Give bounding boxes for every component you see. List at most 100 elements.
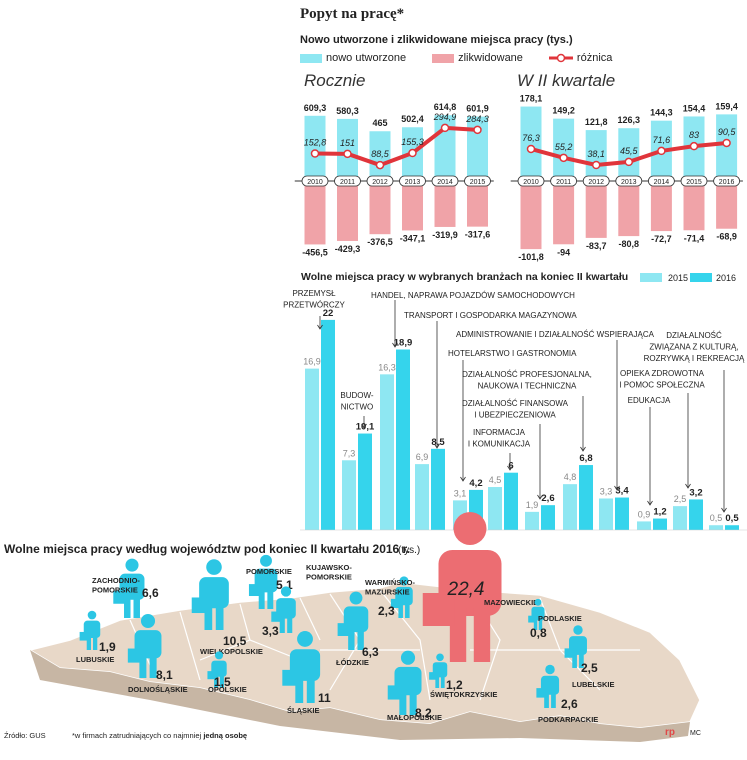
map-edge-shadow (30, 650, 690, 742)
data-label-liquidated: -68,9 (716, 232, 737, 242)
data-label-2015: 0,9 (638, 509, 651, 519)
difference-label: 38,1 (587, 149, 605, 159)
briefcase (429, 672, 437, 680)
person-leg (295, 677, 304, 703)
person-icon (337, 591, 369, 650)
x-tick-label: 2014 (654, 179, 670, 186)
region-name-label: ŚLĄSKIE (287, 706, 320, 715)
person-leg (306, 677, 315, 703)
category-label: NICTWO (341, 403, 373, 412)
year-pill (517, 175, 545, 187)
year-pill (464, 175, 491, 187)
leader-arrow (580, 446, 586, 452)
bar-liquidated (585, 186, 607, 238)
leader-arrow (434, 443, 440, 449)
person-icon (79, 610, 101, 650)
year-pill (713, 175, 740, 187)
data-label-2016: 18,9 (394, 338, 413, 349)
person-leg (544, 692, 549, 708)
category-label: EDUKACJA (628, 396, 671, 405)
legend-label-2015: 2015 (668, 273, 688, 283)
category-label: I UBEZPIECZENIOWA (474, 411, 556, 420)
data-label-created: 154,4 (683, 103, 706, 113)
data-label-2016: 0,5 (725, 513, 739, 524)
data-label-created: 178,1 (520, 94, 543, 104)
person-leg (124, 596, 131, 618)
data-label-2015: 16,3 (378, 362, 396, 372)
person-head (349, 591, 363, 605)
data-label-2016: 2,6 (541, 493, 554, 504)
person-icon (564, 625, 587, 668)
bar-liquidated (683, 186, 705, 231)
data-label-created: 465 (372, 118, 387, 128)
person-icon (191, 559, 229, 630)
region-value-label: 1,2 (446, 678, 463, 692)
bar-liquidated (467, 186, 488, 227)
data-label-liquidated: -429,3 (335, 244, 361, 254)
region-name-label: MAZOWIECKIE (484, 598, 538, 607)
page-title: Popyt na pracę* (300, 6, 405, 22)
region-name-label: ŁÓDZKIE (336, 658, 369, 667)
briefcase (207, 671, 216, 680)
legend-label-2016: 2016 (716, 273, 736, 283)
person-icon (387, 650, 422, 715)
person-leg (279, 616, 285, 633)
person-leg (86, 635, 92, 650)
person-body (119, 573, 145, 600)
briefcase (79, 631, 88, 641)
data-label-created: 159,4 (715, 101, 738, 111)
data-label-2016: 3,2 (689, 487, 702, 498)
data-label-created: 601,9 (466, 104, 489, 114)
difference-point (689, 141, 699, 151)
difference-label: 55,2 (555, 142, 573, 152)
region-name-label: PODLASKIE (538, 614, 582, 623)
briefcase (337, 623, 350, 636)
person-leg (139, 654, 147, 678)
bar-2015 (525, 511, 539, 530)
data-label-2015: 4,8 (564, 472, 577, 482)
bar-2015 (637, 521, 651, 530)
data-label-created: 614,8 (434, 102, 457, 112)
category-label: HANDEL, NAPRAWA POJAZDÓW SAMOCHODOWYCH (371, 291, 575, 300)
sector-chart-title: Wolne miejsca pracy w wybranych branżach… (301, 271, 628, 283)
data-label-2016: 4,2 (469, 478, 482, 489)
difference-label: 155,3 (401, 137, 424, 147)
category-label: INFORMACJA (473, 428, 526, 437)
data-label-liquidated: -83,7 (586, 241, 607, 251)
bar-2016 (504, 472, 518, 530)
difference-line (314, 125, 478, 168)
person-leg (348, 628, 355, 650)
difference-label: 45,5 (620, 146, 639, 156)
region-name-label: LUBELSKIE (572, 680, 615, 689)
person-head (87, 610, 97, 620)
data-label-liquidated: -72,7 (651, 234, 672, 244)
leader-arrow (460, 476, 466, 482)
person-leg (287, 616, 293, 633)
data-label-liquidated: -456,5 (302, 247, 328, 257)
bar-2016 (358, 433, 372, 530)
person-head (399, 576, 409, 586)
bar-2016 (615, 497, 629, 530)
data-label-liquidated: -376,5 (367, 237, 393, 247)
region-name-label: DOLNOŚLĄSKIE (128, 685, 188, 694)
data-label-2016: 3,4 (615, 486, 629, 497)
person-leg (538, 618, 543, 630)
briefcase (536, 688, 546, 698)
regions-map: Wolne miejsca pracy według województw po… (4, 512, 701, 742)
data-label-created: 144,3 (650, 108, 673, 118)
person-icon (282, 631, 321, 703)
leader-arrow (721, 507, 727, 513)
difference-point (375, 160, 385, 170)
region-value-label: 22,4 (447, 579, 485, 600)
person-leg (214, 674, 219, 688)
person-leg (204, 604, 213, 630)
difference-point (526, 144, 536, 154)
region-name-label: MAZURSKIE (365, 588, 410, 597)
data-label-created: 126,3 (618, 115, 641, 125)
category-label: NAUKOWA I TECHNICZNA (478, 382, 577, 391)
data-label-2016: 1,2 (653, 507, 666, 518)
year-pill (366, 175, 394, 187)
year-pill (550, 175, 577, 187)
region-value-label: 1,9 (99, 640, 116, 654)
data-label-created: 149,2 (552, 106, 575, 116)
